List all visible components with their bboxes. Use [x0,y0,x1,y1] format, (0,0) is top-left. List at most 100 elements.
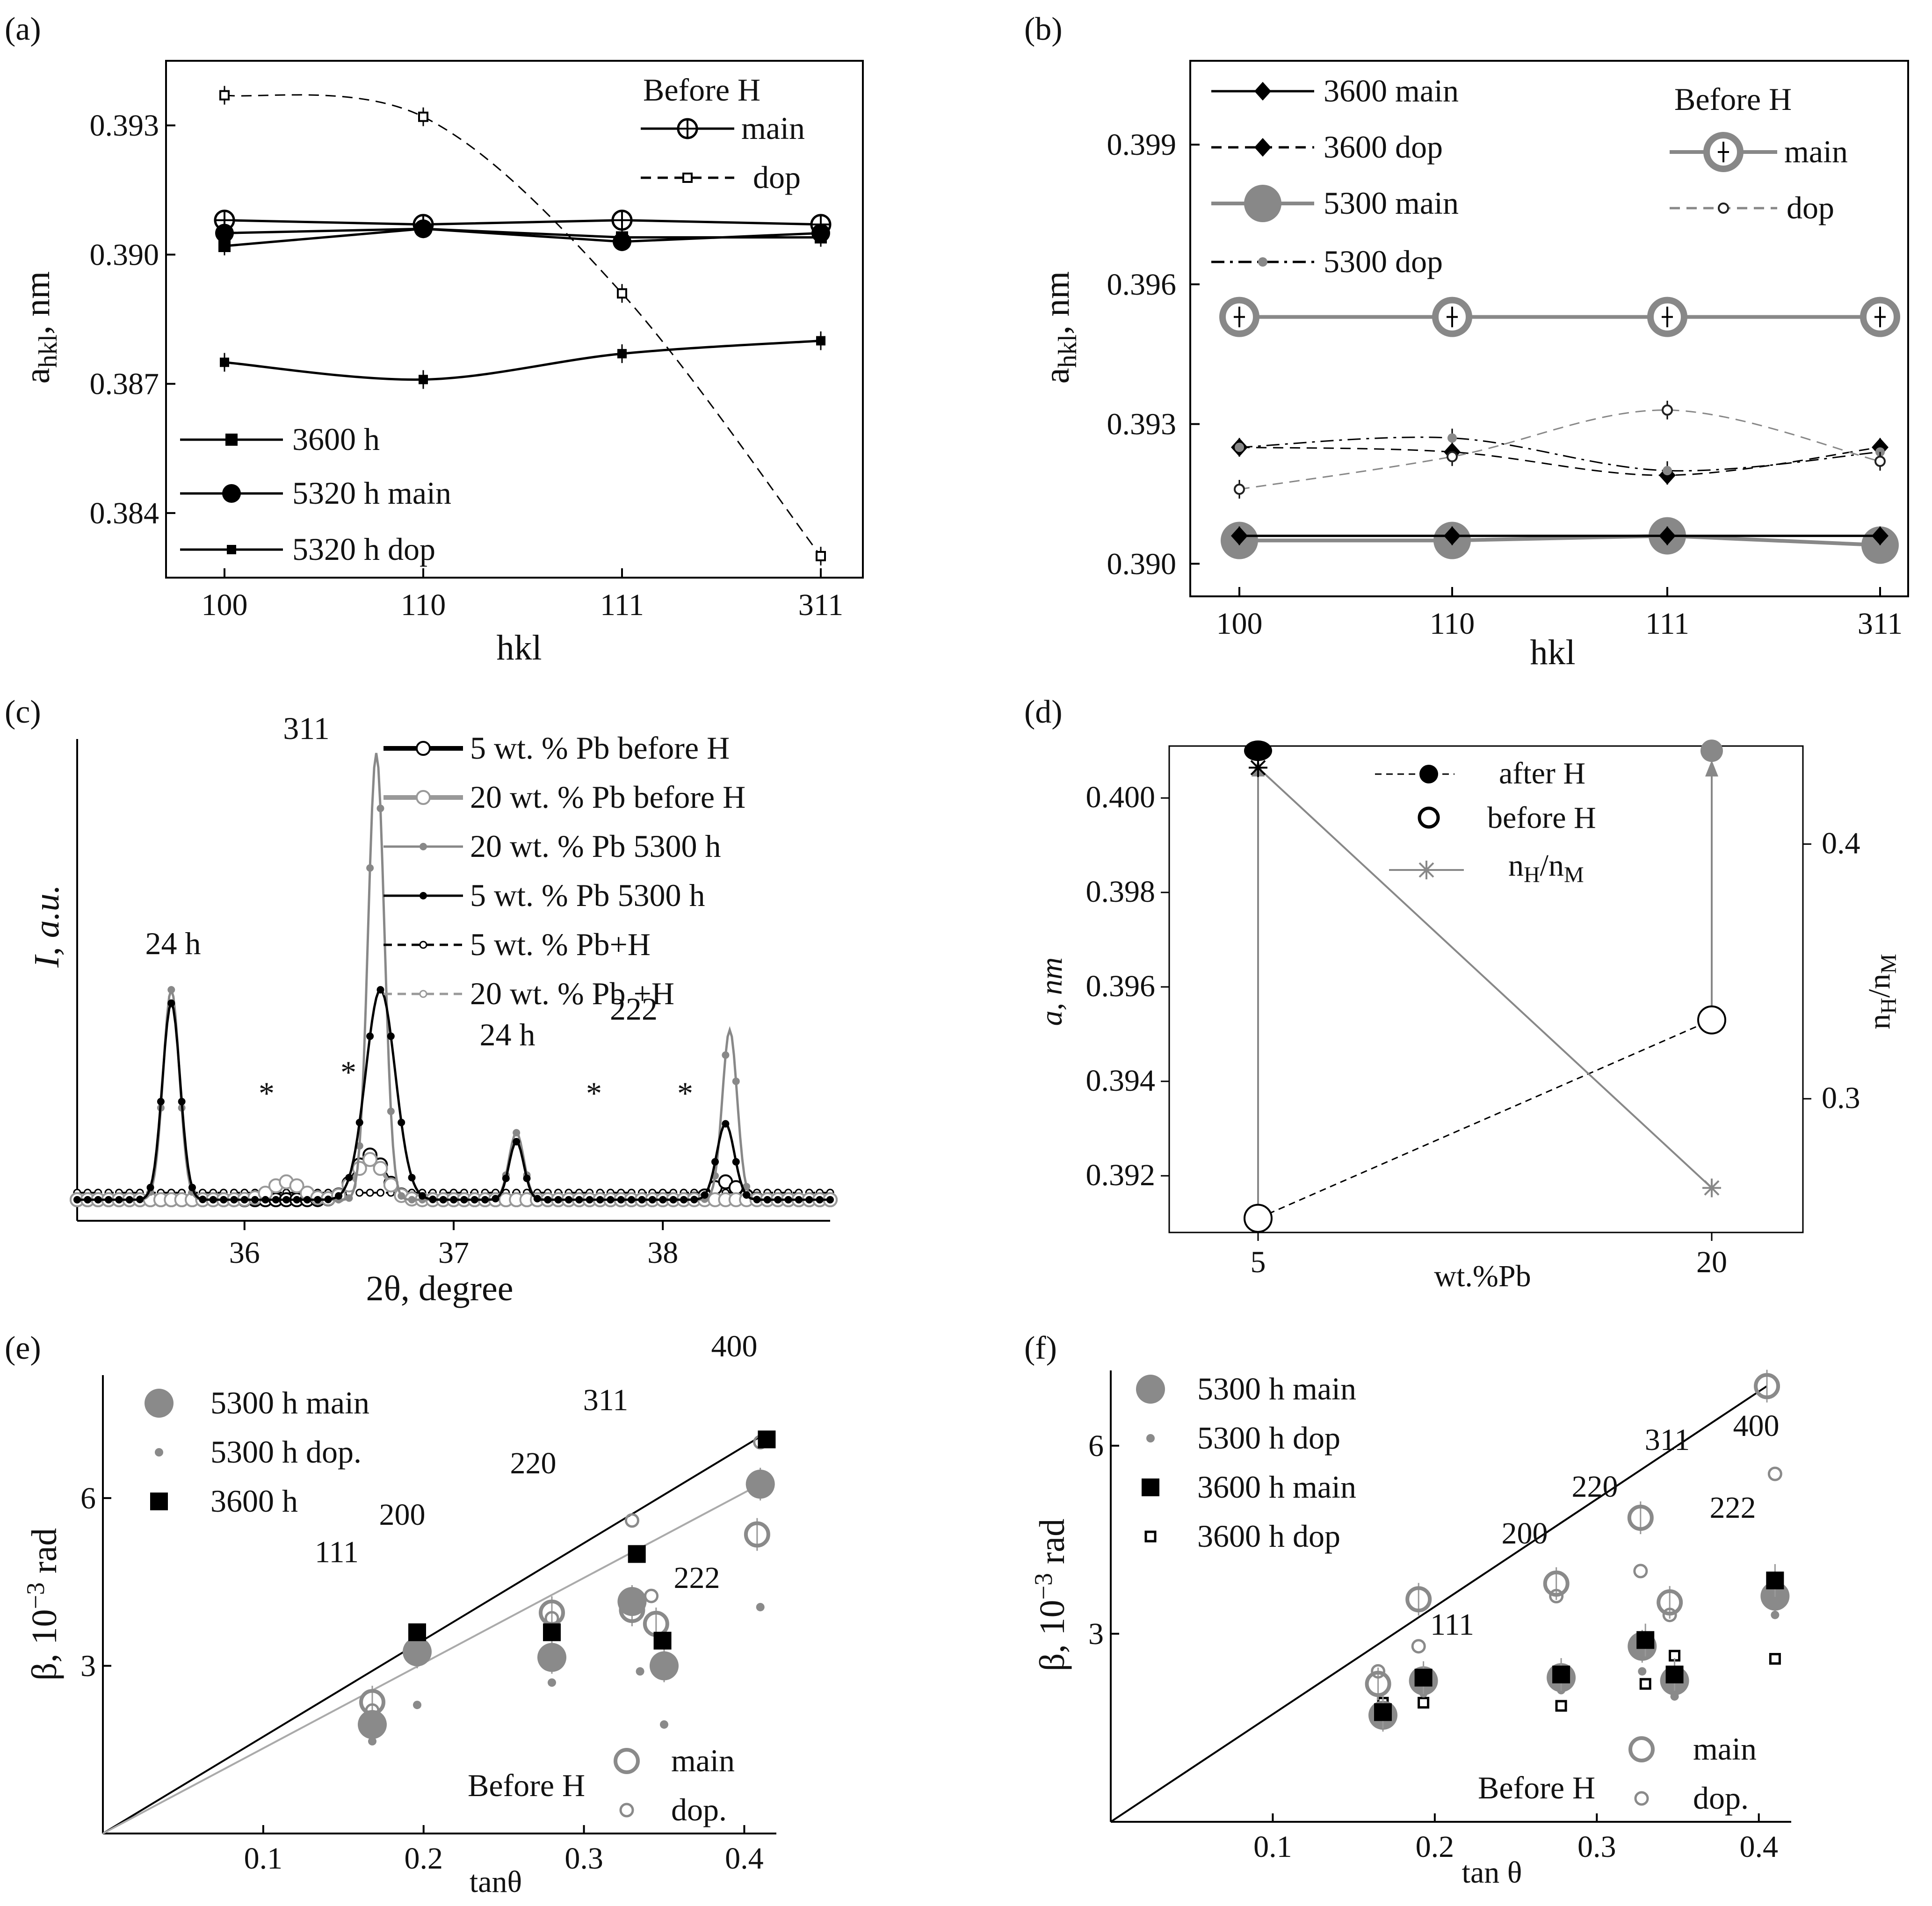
point-e-3600-h-2 [628,1545,646,1563]
point-a-5320-h-dop-1 [419,375,428,384]
pattern-point-5-wt-pb-5300-h [84,1196,92,1203]
legend-label-e-dop: dop. [671,1792,727,1827]
legend-label-e-5300-h-main: 5300 h main [210,1385,369,1420]
pattern-point-5-wt-pb-5300-h [220,1196,228,1203]
point-e-5300-h-main-1 [403,1637,432,1667]
point-e-5300-h-dop-4 [660,1720,668,1729]
fits-e [102,1435,761,1834]
legend-label-c-20-wt-pb-h: 20 wt. % Pb +H [470,976,674,1011]
reflection-label-f-200: 200 [1502,1516,1548,1551]
point-e-5300-h-dop-1 [413,1701,421,1710]
legend-label-e-main: main [671,1743,735,1778]
x-tick-label-f: 0.4 [1739,1830,1778,1864]
legend-label-a-3600-h: 3600 h [292,421,380,457]
chart-d-svg: (d) 0.392 0.394 0.396 0.398 0.400 0.3 0.4 5 20… [1024,694,1901,1293]
pattern-point-20-wt-pb-before-h [289,1178,304,1194]
pattern-point-5-wt-pb-5300-h [481,1196,489,1203]
y2-axis-label-d: nH/nM [1862,954,1901,1029]
point-f-dop-5 [1767,1466,1782,1481]
pattern-point-5-wt-pb-5300-h [324,1196,332,1203]
pattern-point-5-wt-pb-5300-h [282,1196,290,1203]
pattern-point-5-wt-pb-5300-h [648,1196,656,1203]
fits-f [1110,1385,1768,1823]
y-tick-label-b: 0.399 [1107,128,1177,162]
legend-marker-f-5300-h-main [1136,1375,1165,1404]
point-e-5300-h-main-0 [358,1710,387,1739]
pattern-point-5-wt-pb-5300-h [774,1196,782,1203]
series-line-a-dop [224,94,822,557]
peak-annotation-7: * [677,1075,693,1111]
series-b [1219,297,1900,564]
point-f-3600-h-main-2 [1552,1666,1570,1684]
pattern-point-20-wt-pb-5300-h [387,1107,395,1115]
legend-label-f-main: main [1693,1731,1757,1767]
series-line-b-5300-dop [1239,436,1881,472]
pattern-point-5-wt-pb-5300-h [669,1196,677,1203]
point-a-main-2-cross [613,210,631,230]
pattern-point-5-wt-pb-5300-h [617,1196,625,1203]
fit-line-f-0 [1110,1385,1768,1823]
y2-tick-label-d: 0.3 [1822,1081,1860,1115]
fit-line-e-1 [102,1483,761,1834]
legend-label-c-20-wt-pb-5300-h: 20 wt. % Pb 5300 h [470,828,721,864]
pattern-point-5-wt-pb-5300-h [125,1196,133,1203]
pattern-point-5-wt-pb-5300-h [157,1098,165,1106]
point-e-dop-4 [644,1588,659,1603]
legend-marker-f-dop [1634,1791,1649,1806]
point-f-3600-h-main-5 [1766,1571,1784,1589]
pattern-point-5-wt-pb-5300-h [659,1196,667,1203]
point-e-main-5 [744,1521,770,1548]
legend-marker-d-ratio [1417,861,1436,879]
y-axis-label-a: ahkl, nm [18,271,63,384]
reflection-label-f-222: 222 [1710,1491,1756,1525]
peak-annotation-3: 222 [610,991,658,1027]
legend-marker-f-main [1628,1736,1655,1762]
legend-marker-a-3600-h [225,434,238,446]
y-ticks-e: 36 [80,1481,111,1683]
pattern-point-5-wt-pb-5300-h [366,1032,374,1040]
point-f-main-1 [1405,1586,1432,1613]
point-b-3600-main-3 [1872,526,1889,545]
pattern-point-5-wt-pb-5300-h [240,1196,248,1203]
x-tick-label-a: 311 [798,588,844,622]
point-f-dop-4 [1662,1608,1677,1623]
ratio-line [1257,767,1713,1189]
x-tick-label-b: 110 [1430,607,1475,641]
pattern-point-5-wt-pb-5300-h [502,1174,510,1182]
pattern-point-5-wt-pb-5300-h [429,1196,437,1203]
panel-a-label: (a) [5,11,41,47]
series-f [1365,1370,1790,1732]
y-axis-label-d: a, nm [1035,957,1069,1026]
legend-label-b-main: main [1784,134,1848,169]
x-tick-label-f: 0.2 [1416,1830,1454,1864]
y-ticks-b: 0.390 0.393 0.396 0.399 [1107,128,1200,581]
y-tick-label-a: 0.390 [90,238,159,272]
legend-label-e-5300-h-dop: 5300 h dop. [210,1434,362,1470]
y-ticks-a: 0.384 0.387 0.390 0.393 [90,109,175,530]
chart-b-svg: (b) 0.390 0.393 0.396 0.399 100 110 111 311 hk… [1024,11,1909,672]
pattern-point-5-wt-pb-5300-h [94,1196,102,1203]
pattern-point-5-wt-pb-5300-h [586,1196,593,1203]
after-h-point-0 [1244,740,1272,761]
point-f-5300-h-dop-5 [1771,1610,1780,1619]
pattern-point-5-wt-pb-5300-h [607,1196,615,1203]
pattern-point-20-wt-pb-5300-h [513,1129,521,1137]
point-a-dop-0 [219,90,230,101]
series-line-a-main [224,219,821,226]
pattern-point-20-wt-pb-5300-h [743,1182,751,1190]
point-f-3600-h-main-3 [1636,1631,1655,1649]
plot-frame-a [165,60,864,579]
pattern-point-5-wt-pb-5300-h [596,1196,604,1203]
pattern-point-5-wt-pb-5300-h [188,1183,196,1191]
point-b-5300-dop-1 [1447,433,1457,443]
pattern-point-5-wt-pb-5300-h [784,1196,792,1203]
legend-marker-c-5-wt-pb-5300-h [420,892,427,899]
reflection-label-f-311: 311 [1645,1423,1690,1457]
pattern-point-5-wt-pb-5300-h [628,1196,636,1203]
pattern-point-5-wt-pb-5300-h [230,1196,238,1203]
point-f-dop-3 [1633,1564,1648,1579]
y2-ticks-d: 0.3 0.4 [1803,826,1860,1115]
pattern-point-5-wt-pb-5300-h [554,1196,562,1203]
pattern-point-5-wt-pb-5300-h [564,1196,572,1203]
